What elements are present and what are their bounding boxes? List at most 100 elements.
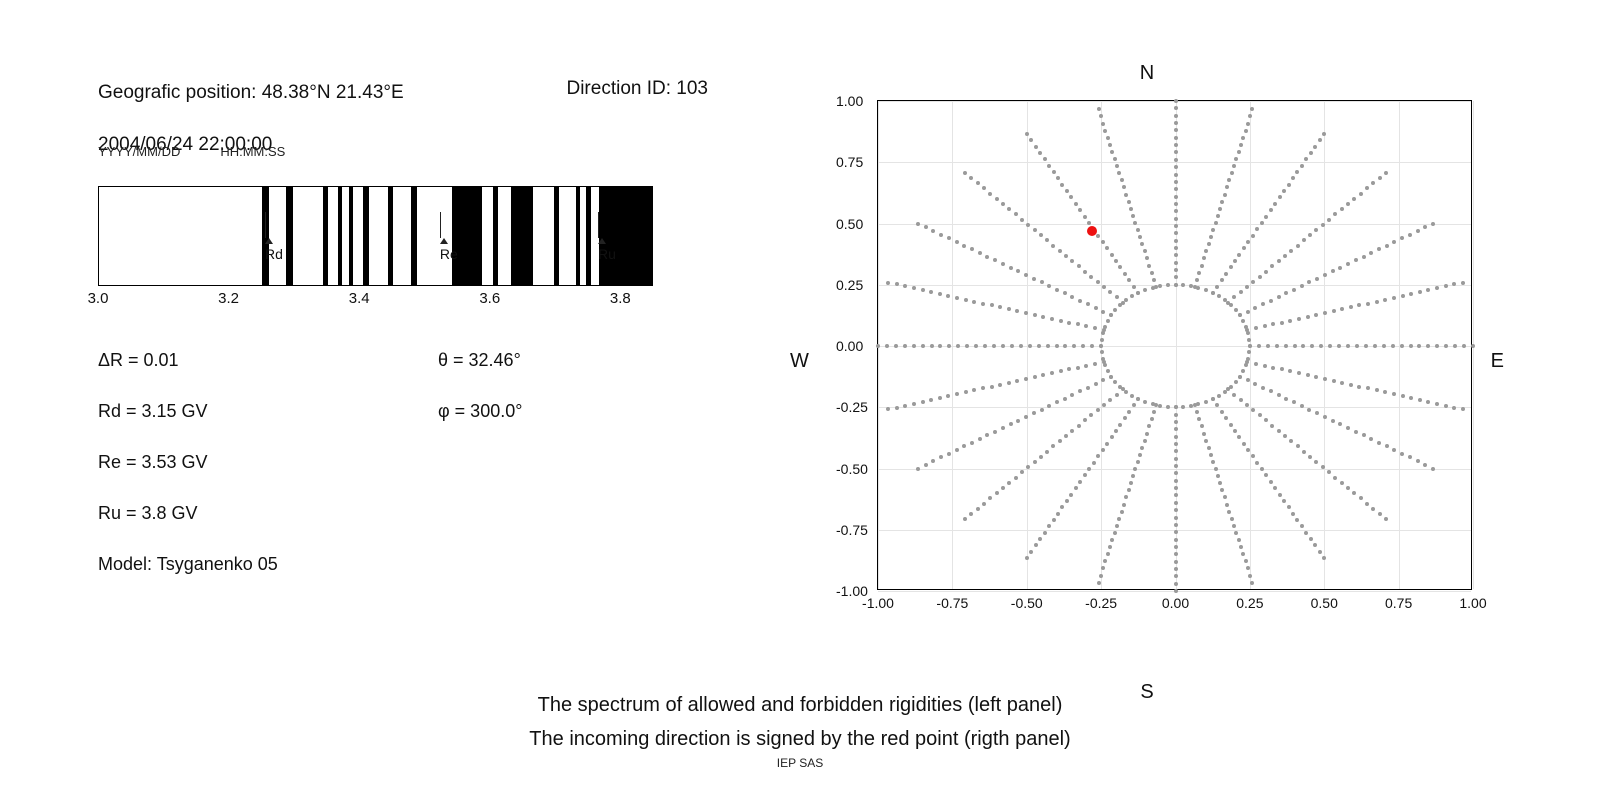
sky-grid-dot <box>1140 242 1144 246</box>
sky-grid-dot <box>972 388 976 392</box>
sky-grid-dot <box>1007 381 1011 385</box>
sky-grid-dot <box>1096 408 1100 412</box>
rigidity-bar-segment <box>388 187 394 285</box>
sky-grid-dot <box>1045 238 1049 242</box>
sky-grid-dot <box>1314 375 1318 379</box>
barcode-tick-label: 3.2 <box>218 290 239 307</box>
sky-grid-dot <box>1174 457 1178 461</box>
sky-grid-dot <box>1377 441 1381 445</box>
sky-grid-dot <box>981 302 985 306</box>
sky-grid-dot <box>1306 315 1310 319</box>
sky-grid-dot <box>1122 185 1126 189</box>
sky-grid-dot <box>1101 122 1105 126</box>
rigidity-bar-segment <box>554 187 560 285</box>
sky-grid-dot <box>1024 273 1028 277</box>
sky-grid-dot <box>1016 419 1020 423</box>
sky-grid-dot <box>1331 269 1335 273</box>
sky-grid-dot <box>1127 200 1131 204</box>
sky-grid-dot <box>1239 290 1243 294</box>
sky-grid-dot <box>1108 545 1112 549</box>
sky-grid-dot <box>1038 537 1042 541</box>
sky-grid-dot <box>1355 344 1359 348</box>
plot-xtick-label: 0.50 <box>1311 595 1338 611</box>
sky-grid-dot <box>886 407 890 411</box>
sky-grid-dot <box>1233 429 1237 433</box>
sky-grid-dot <box>1409 344 1413 348</box>
sky-grid-dot <box>1369 251 1373 255</box>
sky-grid-dot <box>1461 407 1465 411</box>
sky-grid-dot <box>939 233 943 237</box>
rigidity-bar-segment <box>349 187 353 285</box>
sky-grid-dot <box>1246 357 1250 361</box>
sky-grid-dot <box>1174 442 1178 446</box>
sky-grid-dot <box>1114 259 1118 263</box>
plot-xtick-label: 1.00 <box>1459 595 1486 611</box>
plot-ytick-label: -0.50 <box>836 461 868 477</box>
sky-grid-dot <box>1452 406 1456 410</box>
sky-grid-dot <box>1063 397 1067 401</box>
sky-grid-dot <box>1241 369 1245 373</box>
sky-grid-dot <box>916 467 920 471</box>
sky-grid-dot <box>1346 426 1350 430</box>
sky-grid-dot <box>1043 531 1047 535</box>
sky-grid-dot <box>921 344 925 348</box>
sky-grid-dot <box>1237 150 1241 154</box>
sky-grid-dot <box>1204 400 1208 404</box>
sky-grid-dot <box>1237 538 1241 542</box>
sky-grid-dot <box>988 192 992 196</box>
sky-grid-dot <box>1200 264 1204 268</box>
sky-grid-dot <box>1106 552 1110 556</box>
rigidity-barcode-panel: 3.03.23.43.63.8 RdReRu <box>98 186 653 286</box>
sky-grid-dot <box>1007 207 1011 211</box>
sky-grid-dot <box>1127 488 1131 492</box>
sky-grid-dot <box>1365 502 1369 506</box>
sky-grid-dot <box>1239 545 1243 549</box>
sky-grid-dot <box>1174 150 1178 154</box>
sky-plot-axes[interactable]: -1.00 -0.75 -0.50 -0.25 0.00 0.25 0.50 0.75 1.00… <box>877 100 1472 590</box>
sky-grid-dot <box>1302 238 1306 242</box>
sky-grid-dot <box>1300 164 1304 168</box>
sky-grid-dot <box>1074 486 1078 490</box>
sky-grid-dot <box>1106 136 1110 140</box>
sky-grid-dot <box>1246 122 1250 126</box>
sky-grid-dot <box>1408 233 1412 237</box>
sky-grid-dot <box>1123 272 1127 276</box>
sky-grid-dot <box>1295 518 1299 522</box>
sky-grid-dot <box>1140 446 1144 450</box>
sky-grid-dot <box>947 452 951 456</box>
sky-grid-dot <box>1431 467 1435 471</box>
sky-grid-dot <box>1083 418 1087 422</box>
sky-grid-dot <box>1214 467 1218 471</box>
sky-grid-dot <box>1087 467 1091 471</box>
sky-grid-dot <box>1124 390 1128 394</box>
sky-grid-dot <box>1151 402 1155 406</box>
sky-grid-dot <box>1174 253 1178 257</box>
sky-grid-dot <box>1039 233 1043 237</box>
barcode-tick-label: 3.6 <box>479 290 500 307</box>
sky-grid-dot <box>1147 424 1151 428</box>
sky-grid-dot <box>931 459 935 463</box>
sky-grid-dot <box>1318 138 1322 142</box>
sky-grid-dot <box>964 390 968 394</box>
direction-id-label: Direction ID: 103 <box>566 78 708 100</box>
sky-grid-dot <box>1174 493 1178 497</box>
sky-grid-dot <box>1383 390 1387 394</box>
sky-grid-dot <box>1113 380 1117 384</box>
sky-grid-dot <box>1074 202 1078 206</box>
barcode-arrow-ru: Ru <box>598 212 599 262</box>
sky-grid-dot <box>1277 393 1281 397</box>
incoming-direction-marker[interactable] <box>1087 226 1097 236</box>
sky-grid-dot <box>1251 454 1255 458</box>
sky-grid-dot <box>1269 480 1273 484</box>
barcode-axis-ticks: 3.0 3.2 3.4 3.6 3.8 <box>98 290 653 310</box>
sky-grid-dot <box>1086 386 1090 390</box>
sky-grid-dot <box>1181 283 1185 287</box>
sky-grid-dot <box>1340 307 1344 311</box>
sky-grid-dot <box>1369 437 1373 441</box>
sky-grid-dot <box>1100 338 1104 342</box>
sky-grid-dot <box>1297 317 1301 321</box>
sky-grid-dot <box>1392 240 1396 244</box>
sky-grid-dot <box>1237 435 1241 439</box>
caption-line-2: The incoming direction is signed by the … <box>0 722 1600 756</box>
sky-grid-dot <box>1102 403 1106 407</box>
